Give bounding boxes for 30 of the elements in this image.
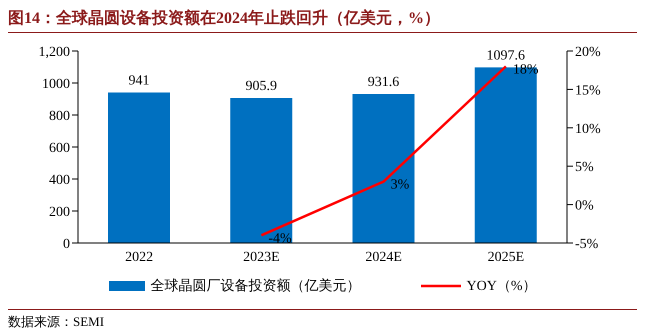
y-tick-label: 200	[49, 204, 70, 220]
source-note: 数据来源：SEMI	[8, 309, 637, 331]
y-tick-label: 1000	[42, 76, 70, 92]
legend-label: 全球晶圆厂设备投资额（亿美元）	[150, 277, 360, 295]
data-label: 931.6	[368, 74, 400, 90]
data-label: 1097.6	[486, 48, 525, 64]
data-label: -4%	[268, 231, 292, 246]
data-label: 941	[128, 73, 150, 88]
data-label: 905.9	[246, 79, 277, 94]
y2-tick-label: 10%	[575, 122, 601, 137]
y2-tick-label: 5%	[575, 160, 594, 176]
y-tick-label: 800	[49, 108, 70, 124]
data-label: 3%	[390, 178, 410, 193]
x-tick-label: 2022	[125, 250, 154, 265]
y2-tick-label: 15%	[575, 83, 601, 98]
x-tick-label: 2024E	[365, 250, 402, 265]
x-tick-label: 2023E	[243, 250, 280, 265]
y2-tick-label: -5%	[575, 236, 599, 252]
y-tick-label: 1,200	[38, 44, 70, 60]
bar	[230, 98, 292, 243]
y2-tick-label: 20%	[575, 44, 601, 60]
bar	[108, 92, 170, 243]
bar	[352, 94, 414, 243]
chart-title: 图14：全球晶圆设备投资额在2024年止跌回升（亿美元，%）	[8, 8, 637, 33]
y-tick-label: 600	[49, 140, 70, 156]
y-tick-label: 400	[49, 172, 70, 188]
legend-label: YOY（%）	[466, 278, 536, 295]
y2-tick-label: 0%	[575, 198, 594, 214]
x-tick-label: 2025E	[488, 250, 524, 265]
y-tick-label: 0	[63, 236, 70, 252]
